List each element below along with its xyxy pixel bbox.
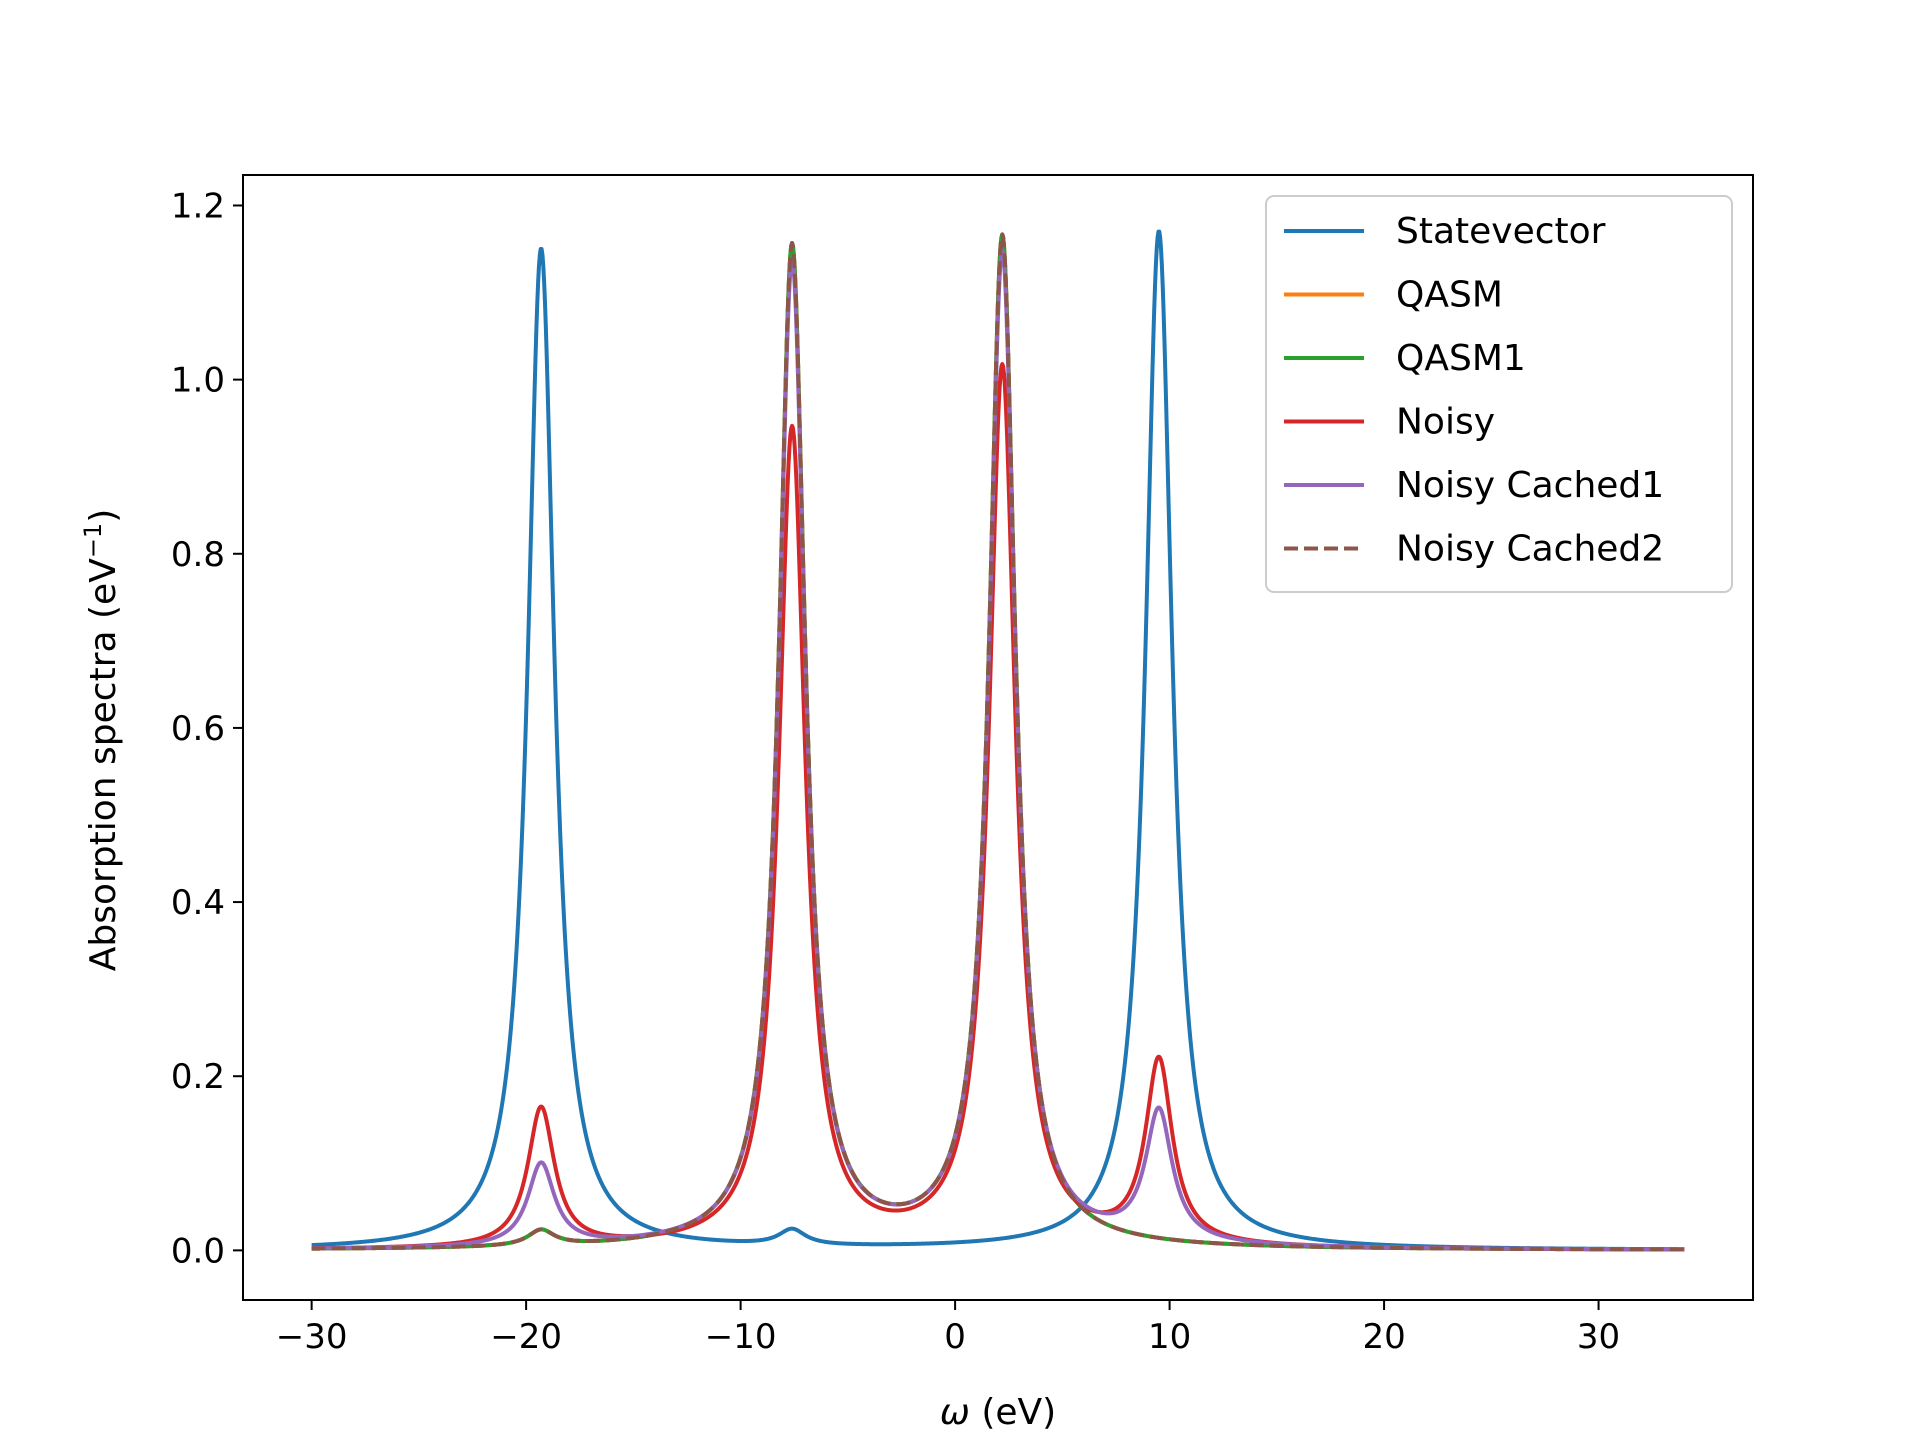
x-axis-label: ω (eV): [940, 1392, 1056, 1433]
legend: Statevector QASM QASM1 Noisy Noisy Cached1 No…: [1265, 195, 1733, 593]
x-tick-label: −30: [276, 1317, 348, 1357]
y-tick-label: 0.2: [171, 1057, 225, 1097]
y-tick-label: 0.4: [171, 883, 225, 923]
legend-label: QASM1: [1396, 338, 1526, 379]
y-tick-label: 1.0: [171, 361, 225, 401]
legend-label: Statevector: [1396, 211, 1606, 252]
x-tick-label: −10: [705, 1317, 777, 1357]
x-tick-label: 30: [1577, 1317, 1620, 1357]
x-axis-ticks: −30 −20 −10 0 10 20 30: [276, 1300, 1620, 1357]
axes-frame: [242, 174, 1754, 1301]
y-axis-ticks: 0.0 0.2 0.4 0.6 0.8 1.0 1.2: [171, 186, 243, 1271]
legend-label: QASM: [1396, 275, 1503, 316]
plot-area: [310, 229, 1686, 1252]
x-tick-label: 20: [1362, 1317, 1405, 1357]
y-tick-label: 0.0: [171, 1231, 225, 1271]
legend-label: Noisy Cached1: [1396, 465, 1664, 506]
x-tick-label: 10: [1148, 1317, 1191, 1357]
legend-label: Noisy: [1396, 402, 1495, 443]
y-tick-label: 0.8: [171, 535, 225, 575]
x-tick-label: 0: [944, 1317, 966, 1357]
x-tick-label: −20: [490, 1317, 562, 1357]
legend-box: [1265, 195, 1733, 593]
y-axis-label: Absorption spectra (eV−1): [79, 509, 124, 972]
series-layer: [310, 229, 1686, 1252]
y-tick-label: 1.2: [171, 186, 225, 226]
y-tick-label: 0.6: [171, 709, 225, 749]
legend-label: Noisy Cached2: [1396, 529, 1664, 570]
series-line-noisy-cached2: [310, 232, 1686, 1252]
